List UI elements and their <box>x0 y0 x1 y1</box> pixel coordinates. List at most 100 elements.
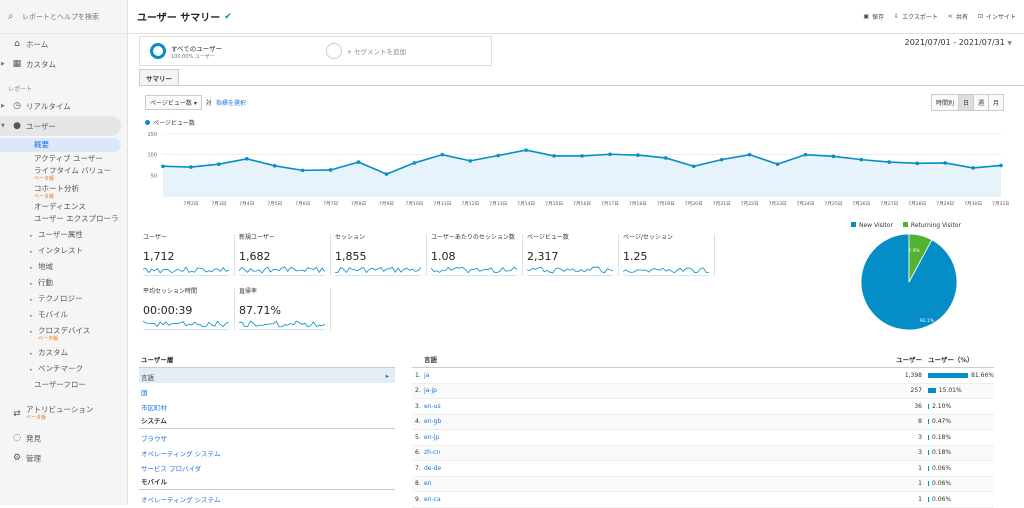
row-language-link[interactable]: ja <box>424 371 430 379</box>
dim-city[interactable]: 市区町村 <box>141 404 167 412</box>
granularity-month[interactable]: 月 <box>988 95 1003 110</box>
row-language-link[interactable]: de-de <box>424 464 442 472</box>
tab-summary[interactable]: サマリー <box>139 69 179 85</box>
data-point[interactable] <box>440 152 445 157</box>
pie-slice-returning[interactable] <box>908 233 933 283</box>
sidebar-item-realtime[interactable]: ▶ ◷ リアルタイム <box>1 101 71 111</box>
sidebar-category[interactable]: ユーザー属性 <box>0 230 127 241</box>
data-point[interactable] <box>189 165 193 169</box>
data-point[interactable] <box>524 148 528 152</box>
dim-language[interactable]: 言語 <box>139 368 395 383</box>
data-point[interactable] <box>468 159 473 163</box>
data-point[interactable] <box>245 157 249 161</box>
sidebar-subitem[interactable]: ライフタイム バリュー ベータ版 <box>0 166 127 182</box>
data-point[interactable] <box>412 161 417 165</box>
sidebar-item-admin[interactable]: ⚙ 管理 <box>0 448 127 468</box>
stat-card[interactable]: ユーザー 1,712 <box>143 234 235 276</box>
sidebar-subitem[interactable]: 概要 <box>0 138 121 152</box>
data-point[interactable] <box>831 154 836 159</box>
sidebar-subitem[interactable]: コホート分析 ベータ版 <box>0 184 127 200</box>
pie-slice-new[interactable] <box>860 233 958 331</box>
stat-card[interactable]: セッション 1,855 <box>335 234 427 276</box>
search-bar[interactable]: ⌕ レポートとヘルプを検索 <box>0 0 127 34</box>
row-language-link[interactable]: en-us <box>424 402 441 410</box>
sidebar-subitem[interactable]: ユーザー エクスプローラ <box>0 214 127 224</box>
data-point[interactable] <box>943 161 947 165</box>
sidebar-item-custom[interactable]: ▶ ▦ カスタム <box>1 59 56 69</box>
stat-card[interactable]: ページビュー数 2,317 <box>527 234 619 276</box>
data-point[interactable] <box>859 157 864 162</box>
sidebar-item-attribution[interactable]: ⇄ アトリビューション ベータ版 <box>0 400 127 428</box>
data-point[interactable] <box>328 168 333 172</box>
data-point[interactable] <box>580 154 584 158</box>
dim-browser[interactable]: ブラウザ <box>141 435 167 443</box>
dim-mobile-os[interactable]: オペレーティング システム <box>141 496 221 504</box>
sidebar-item-user-flow[interactable]: ユーザーフロー <box>34 380 86 389</box>
sidebar-subitem[interactable]: アクティブ ユーザー <box>0 154 127 164</box>
sidebar-category[interactable]: カスタム <box>0 348 127 359</box>
sidebar-category[interactable]: 地域 <box>0 262 127 273</box>
add-segment-button[interactable]: + セグメントを追加 <box>316 37 492 65</box>
stat-card[interactable]: 新規ユーザー 1,682 <box>239 234 331 276</box>
data-point[interactable] <box>664 156 668 160</box>
sidebar-category[interactable]: モバイル <box>0 310 127 321</box>
sidebar-category[interactable]: ベンチマーク <box>0 364 127 375</box>
sidebar-item-users[interactable]: ▼ ● ユーザー <box>0 116 121 136</box>
row-language-link[interactable]: en-jp <box>424 433 440 441</box>
granularity-day[interactable]: 日 <box>958 95 974 110</box>
x-tick-label: 7月30日 <box>964 201 982 207</box>
data-point[interactable] <box>356 160 361 164</box>
segment-all-users[interactable]: すべてのユーザー 100.00% ユーザー <box>140 37 316 65</box>
data-point[interactable] <box>691 164 696 169</box>
dim-header-mobile: モバイル <box>139 474 395 490</box>
dim-os[interactable]: オペレーティング システム <box>141 450 221 458</box>
data-point[interactable] <box>300 168 305 173</box>
save-button[interactable]: ▣ 保存 <box>863 13 885 21</box>
granularity-week[interactable]: 週 <box>973 95 989 110</box>
sidebar-subitem-label: ライフタイム バリュー <box>34 166 112 175</box>
sidebar-subitem[interactable]: オーディエンス <box>0 202 127 212</box>
sidebar-category[interactable]: インタレスト <box>0 246 127 257</box>
data-point[interactable] <box>496 153 501 158</box>
date-range-picker[interactable]: 2021/07/01 - 2021/07/31 ▼ <box>904 38 1012 47</box>
dim-provider[interactable]: サービス プロバイダ <box>141 465 202 473</box>
metric-dropdown[interactable]: ページビュー数 ▾ <box>145 95 202 110</box>
sidebar-item-discover[interactable]: ◌ 発見 <box>0 428 127 448</box>
data-point[interactable] <box>161 164 165 169</box>
data-point[interactable] <box>915 161 919 166</box>
row-language-link[interactable]: en-gb <box>424 418 442 426</box>
row-language-link[interactable]: ja-jp <box>424 387 437 395</box>
data-point[interactable] <box>971 166 975 170</box>
stat-card[interactable]: 直帰率 87.71% <box>239 288 331 330</box>
stat-card[interactable]: 平均セッション時間 00:00:39 <box>143 288 235 330</box>
data-point[interactable] <box>384 172 389 176</box>
pct-text: 2.10% <box>932 402 952 410</box>
data-point[interactable] <box>887 160 892 164</box>
export-button[interactable]: ⇩ エクスポート <box>894 13 938 21</box>
data-point[interactable] <box>608 152 612 157</box>
insights-button[interactable]: ⊡ インサイト <box>977 13 1016 21</box>
stat-card[interactable]: ユーザーあたりのセッション数 1.08 <box>431 234 523 276</box>
row-language-link[interactable]: en-ca <box>424 495 441 503</box>
choose-metric-link[interactable]: 指標を選択 <box>215 100 246 107</box>
data-point[interactable] <box>999 163 1003 168</box>
data-point[interactable] <box>636 153 640 157</box>
sidebar-category[interactable]: 行動 <box>0 278 127 289</box>
row-language-link[interactable]: en <box>424 480 432 488</box>
sidebar-item-home[interactable]: ⌂ ホーム <box>0 34 127 54</box>
data-point[interactable] <box>803 152 808 157</box>
data-point[interactable] <box>747 152 752 157</box>
data-point[interactable] <box>217 162 221 166</box>
share-button[interactable]: < 共有 <box>947 13 968 21</box>
sidebar-category[interactable]: テクノロジー <box>0 294 127 305</box>
data-point[interactable] <box>552 154 556 158</box>
data-point[interactable] <box>775 162 780 166</box>
data-point[interactable] <box>719 157 724 162</box>
granularity-hour[interactable]: 時間別 <box>931 95 959 110</box>
row-language-link[interactable]: zh-cn <box>424 449 441 457</box>
stat-card[interactable]: ページ/セッション 1.25 <box>623 234 715 276</box>
clock-icon: ◷ <box>13 101 21 111</box>
dim-country[interactable]: 国 <box>141 389 148 397</box>
data-point[interactable] <box>272 164 277 168</box>
